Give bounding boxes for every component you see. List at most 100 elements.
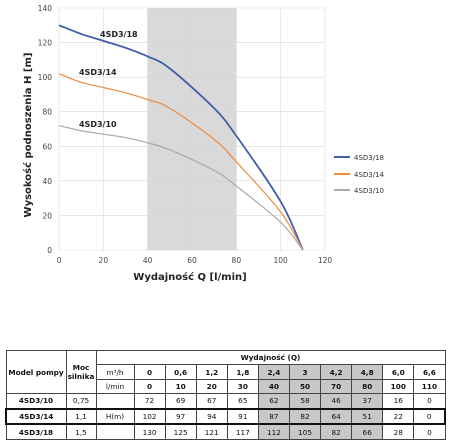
- power-cell: 1,5: [65, 423, 97, 441]
- value-cell: 65: [226, 393, 259, 410]
- y-tick-label: 60: [42, 142, 52, 151]
- unit-cell: [95, 393, 135, 410]
- m3h-cell: 6,0: [382, 364, 415, 380]
- value-cell: 22: [382, 407, 415, 426]
- value-cell: 67: [195, 393, 228, 410]
- value-cell: 87: [257, 407, 290, 426]
- x-axis-title: Wydajność Q [l/min]: [133, 271, 246, 283]
- y-tick-label: 0: [47, 246, 52, 255]
- value-cell: 82: [288, 407, 322, 426]
- value-cell: 105: [288, 423, 322, 441]
- value-cell: 16: [382, 393, 415, 410]
- m3h-cell: 2,4: [257, 364, 290, 380]
- power-cell: 0,75: [65, 393, 97, 410]
- value-cell: 117: [226, 423, 259, 441]
- series-line-4sd3-14: [58, 73, 304, 251]
- legend-label-4sd3-18: 4SD3/18: [354, 154, 384, 162]
- x-tick-label: 80: [232, 256, 242, 265]
- legend-label-4sd3-14: 4SD3/14: [354, 171, 385, 179]
- m3h-cell: 0: [133, 364, 166, 380]
- series-label-4sd3-18: 4SD3/18: [100, 30, 138, 39]
- table-row-selected: 4SD3/14 1,1 H(m) 102 97 94 91 87 82 64 5…: [5, 407, 447, 426]
- lmin-cell: 110: [413, 378, 446, 395]
- x-tick-label: 0: [57, 256, 62, 265]
- value-cell: 37: [351, 393, 384, 410]
- m3h-cell: 4,8: [351, 364, 384, 380]
- pump-performance-chart: 0 20 40 60 80 100 120 0 20 40 60 80 100 120 140 Wydajn…: [22, 4, 385, 283]
- value-cell: 64: [320, 407, 353, 426]
- table-row: 4SD3/10 0,75 72 69 67 65 62 58 46 37 16 …: [5, 393, 446, 410]
- series-label-4sd3-10: 4SD3/10: [79, 120, 117, 129]
- value-cell: 91: [226, 407, 259, 426]
- m3h-cell: 3: [288, 364, 322, 380]
- value-cell: 97: [164, 407, 197, 426]
- m3h-cell: 0,6: [164, 364, 197, 380]
- legend-label-4sd3-10: 4SD3/10: [354, 187, 384, 195]
- value-cell: 28: [382, 423, 415, 441]
- value-cell: 121: [195, 423, 228, 441]
- value-cell: 102: [133, 407, 166, 426]
- value-cell: 72: [133, 393, 166, 410]
- header-power-line2: silnika: [67, 372, 95, 382]
- m3h-cell: 1,2: [195, 364, 228, 380]
- header-model: Model pompy: [5, 349, 67, 395]
- x-tick-label: 40: [143, 256, 153, 265]
- x-tick-label: 20: [99, 256, 109, 265]
- header-power: Moc silnika: [65, 349, 97, 395]
- x-tick-label: 60: [187, 256, 197, 265]
- header-power-line1: Moc: [72, 363, 90, 373]
- performance-table: Model pompy Moc silnika Wydajność (Q) m³/…: [5, 349, 447, 441]
- lmin-cell: 80: [351, 378, 384, 395]
- value-cell: 0: [413, 407, 447, 426]
- lmin-cell: 30: [226, 378, 259, 395]
- value-cell: 112: [257, 423, 290, 441]
- model-cell: 4SD3/10: [5, 393, 67, 410]
- value-cell: 130: [133, 423, 166, 441]
- legend: 4SD3/18 4SD3/14 4SD3/10: [334, 154, 385, 195]
- value-cell: 62: [257, 393, 290, 410]
- value-cell: 125: [164, 423, 197, 441]
- lmin-cell: 20: [195, 378, 228, 395]
- y-tick-label: 120: [38, 39, 53, 48]
- unit-cell: [95, 423, 135, 441]
- power-cell: 1,1: [65, 407, 97, 426]
- series-label-4sd3-14: 4SD3/14: [79, 68, 117, 77]
- lmin-cell: 100: [382, 378, 415, 395]
- value-cell: 69: [164, 393, 197, 410]
- value-cell: 94: [195, 407, 228, 426]
- table-row: 4SD3/18 1,5 130 125 121 117 112 105 82 6…: [5, 423, 446, 441]
- lmin-row: l/min 0 10 20 30 40 50 70 80 100 110: [6, 378, 446, 395]
- value-cell: 0: [413, 423, 446, 441]
- lmin-cell: 50: [288, 378, 322, 395]
- value-cell: 51: [351, 407, 384, 426]
- lmin-cell: 70: [320, 378, 353, 395]
- m3h-cell: 4,2: [320, 364, 353, 380]
- x-tick-label: 100: [274, 256, 289, 265]
- y-tick-label: 100: [38, 73, 53, 82]
- y-axis-title: Wysokość podnoszenia H [m]: [22, 53, 34, 218]
- y-tick-label: 40: [42, 177, 52, 186]
- lmin-cell: 40: [257, 378, 290, 395]
- y-tick-label: 20: [42, 211, 52, 220]
- value-cell: 66: [351, 423, 384, 441]
- y-tick-label: 140: [38, 4, 53, 13]
- unit-lmin: l/min: [95, 378, 135, 395]
- lmin-cell: 0: [133, 378, 166, 395]
- unit-m3h: m³/h: [95, 364, 135, 380]
- unit-cell: H(m): [95, 407, 135, 426]
- model-cell: 4SD3/14: [5, 407, 67, 426]
- m3h-row: m³/h 0 0,6 1,2 1,8 2,4 3 4,2 4,8 6,0 6,6: [6, 364, 446, 380]
- value-cell: 0: [413, 393, 446, 410]
- y-tick-label: 80: [42, 108, 52, 117]
- header-flow: Wydajność (Q): [95, 349, 446, 366]
- value-cell: 46: [320, 393, 353, 410]
- model-cell: 4SD3/18: [5, 423, 67, 441]
- x-tick-label: 120: [318, 256, 333, 265]
- m3h-cell: 6,6: [413, 364, 446, 380]
- m3h-cell: 1,8: [226, 364, 259, 380]
- value-cell: 58: [288, 393, 322, 410]
- series-line-4sd3-18: [58, 24, 304, 251]
- series-line-4sd3-10: [58, 124, 304, 251]
- value-cell: 82: [320, 423, 353, 441]
- lmin-cell: 10: [164, 378, 197, 395]
